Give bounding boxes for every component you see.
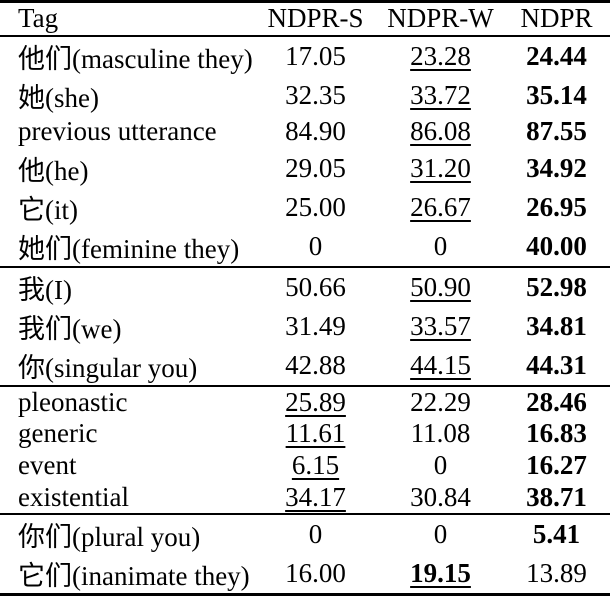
table-row: 我们(we) 31.49 33.57 34.81 bbox=[0, 307, 610, 346]
value-cell-ndpr: 28.46 bbox=[526, 387, 587, 417]
value-cell-ndpr-w: 0 bbox=[433, 231, 448, 261]
table-row: 她(she) 32.35 33.72 35.14 bbox=[0, 76, 610, 115]
value-cell-ndpr: 5.41 bbox=[532, 518, 581, 549]
tag-cell: 你(singular you) bbox=[18, 353, 198, 383]
tag-cell: existential bbox=[18, 481, 129, 512]
value-cell-ndpr-w: 19.15 bbox=[410, 557, 471, 588]
table-row: 你(singular you) 42.88 44.15 44.31 bbox=[0, 346, 610, 386]
table-row: 他们(masculine they) 17.05 23.28 24.44 bbox=[0, 36, 610, 76]
value-cell-ndpr: 34.81 bbox=[526, 311, 587, 341]
tag-cell: 我(I) bbox=[18, 275, 72, 305]
value-cell-ndpr-s: 50.66 bbox=[285, 272, 346, 302]
tag-cell: 他们(masculine they) bbox=[18, 43, 253, 74]
value-cell-ndpr: 40.00 bbox=[526, 231, 587, 261]
value-cell-ndpr-s: 31.49 bbox=[285, 311, 346, 341]
table-row: 它(it) 25.00 26.67 26.95 bbox=[0, 188, 610, 227]
table-section-pronouns-first-second: 我(I) 50.66 50.90 52.98 我们(we) 31.49 33.5… bbox=[0, 267, 610, 386]
value-cell-ndpr-s: 84.90 bbox=[285, 116, 346, 147]
value-cell-ndpr: 13.89 bbox=[526, 557, 587, 588]
value-cell-ndpr-w: 11.08 bbox=[410, 418, 471, 449]
value-cell-ndpr: 26.95 bbox=[526, 192, 587, 222]
table-row: event 6.15 0 16.27 bbox=[0, 450, 610, 482]
tag-cell: previous utterance bbox=[18, 116, 217, 147]
value-cell-ndpr: 34.92 bbox=[526, 153, 587, 183]
tag-cell: 她(she) bbox=[18, 82, 99, 113]
value-cell-ndpr: 38.71 bbox=[526, 481, 587, 512]
value-cell-ndpr-s: 11.61 bbox=[285, 418, 346, 449]
value-cell-ndpr: 16.27 bbox=[526, 450, 587, 481]
value-cell-ndpr-w: 31.20 bbox=[410, 153, 471, 183]
table-row: 它们(inanimate they) 16.00 19.15 13.89 bbox=[0, 554, 610, 595]
value-cell-ndpr-s: 17.05 bbox=[285, 40, 346, 71]
tag-cell: 它们(inanimate they) bbox=[18, 560, 250, 591]
value-cell-ndpr: 52.98 bbox=[526, 272, 587, 302]
tag-cell: 它(it) bbox=[18, 195, 78, 225]
value-cell-ndpr-s: 6.15 bbox=[291, 450, 340, 481]
table-section-pronouns-plural: 你们(plural you) 0 0 5.41 它们(inanimate the… bbox=[0, 513, 610, 595]
col-header-tag: Tag bbox=[18, 3, 59, 34]
value-cell-ndpr-w: 22.29 bbox=[410, 387, 471, 417]
value-cell-ndpr-w: 50.90 bbox=[410, 272, 471, 302]
table-row: 他(he) 29.05 31.20 34.92 bbox=[0, 149, 610, 188]
value-cell-ndpr: 16.83 bbox=[526, 418, 587, 449]
table-row: pleonastic 25.89 22.29 28.46 bbox=[0, 386, 610, 418]
value-cell-ndpr-w: 44.15 bbox=[410, 350, 471, 380]
table-row: 我(I) 50.66 50.90 52.98 bbox=[0, 267, 610, 307]
value-cell-ndpr: 44.31 bbox=[526, 350, 587, 380]
table-row: 她们(feminine they) 0 0 40.00 bbox=[0, 227, 610, 267]
table-section-pronouns-third: 他们(masculine they) 17.05 23.28 24.44 她(s… bbox=[0, 36, 610, 268]
table-row: generic 11.61 11.08 16.83 bbox=[0, 418, 610, 450]
value-cell-ndpr-s: 0 bbox=[308, 231, 323, 261]
col-header-ndpr-s: NDPR-S bbox=[267, 3, 364, 34]
value-cell-ndpr-w: 33.72 bbox=[410, 79, 471, 110]
value-cell-ndpr: 35.14 bbox=[526, 79, 587, 110]
value-cell-ndpr-w: 26.67 bbox=[410, 192, 471, 222]
value-cell-ndpr-s: 25.89 bbox=[285, 387, 346, 417]
value-cell-ndpr-s: 29.05 bbox=[285, 153, 346, 183]
table-row: 你们(plural you) 0 0 5.41 bbox=[0, 514, 610, 554]
value-cell-ndpr-w: 86.08 bbox=[410, 116, 471, 147]
value-cell-ndpr-s: 0 bbox=[308, 518, 323, 549]
table-section-abstract-tags: pleonastic 25.89 22.29 28.46 generic 11.… bbox=[0, 386, 610, 514]
value-cell-ndpr-s: 32.35 bbox=[285, 79, 346, 110]
table-row: existential 34.17 30.84 38.71 bbox=[0, 482, 610, 514]
table-header: Tag NDPR-S NDPR-W NDPR bbox=[0, 2, 610, 36]
header-row: Tag NDPR-S NDPR-W NDPR bbox=[0, 2, 610, 36]
tag-cell: 我们(we) bbox=[18, 314, 122, 344]
value-cell-ndpr: 24.44 bbox=[526, 40, 587, 71]
tag-cell: event bbox=[18, 450, 77, 481]
value-cell-ndpr-w: 0 bbox=[433, 450, 448, 481]
table-row: previous utterance 84.90 86.08 87.55 bbox=[0, 115, 610, 150]
tag-cell: generic bbox=[18, 418, 98, 449]
value-cell-ndpr-s: 16.00 bbox=[285, 557, 346, 588]
col-header-ndpr-w: NDPR-W bbox=[387, 3, 494, 34]
col-header-ndpr: NDPR bbox=[520, 3, 593, 34]
tag-cell: 他(he) bbox=[18, 156, 89, 186]
tag-cell: 你们(plural you) bbox=[18, 521, 201, 552]
value-cell-ndpr-w: 33.57 bbox=[410, 311, 471, 341]
value-cell-ndpr-w: 23.28 bbox=[410, 40, 471, 71]
value-cell-ndpr-s: 42.88 bbox=[285, 350, 346, 380]
tag-cell: pleonastic bbox=[18, 387, 128, 417]
value-cell-ndpr-s: 25.00 bbox=[285, 192, 346, 222]
value-cell-ndpr: 87.55 bbox=[526, 116, 587, 147]
value-cell-ndpr-w: 30.84 bbox=[410, 481, 471, 512]
tag-cell: 她们(feminine they) bbox=[18, 234, 240, 264]
value-cell-ndpr-w: 0 bbox=[433, 518, 448, 549]
value-cell-ndpr-s: 34.17 bbox=[285, 481, 346, 512]
